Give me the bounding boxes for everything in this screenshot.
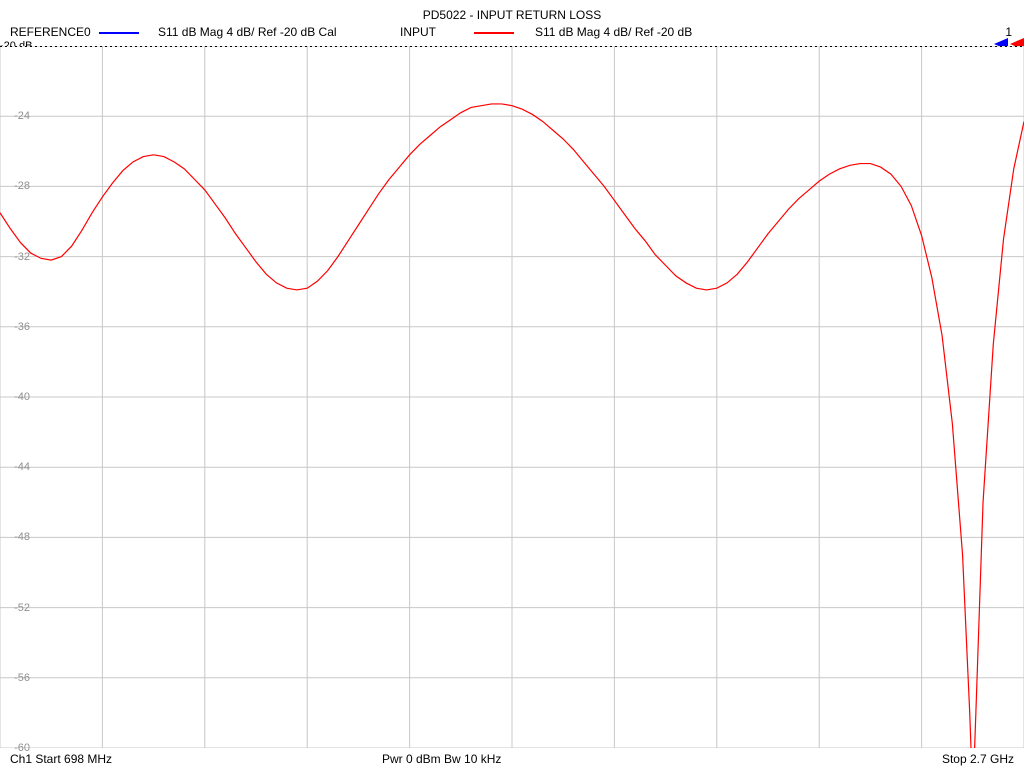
y-axis-tick: -52 [2, 602, 30, 614]
footer-start-freq: Ch1 Start 698 MHz [10, 752, 112, 766]
chart-title: PD5022 - INPUT RETURN LOSS [0, 8, 1024, 22]
y-axis-tick: -32 [2, 251, 30, 263]
y-axis-tick: -44 [2, 461, 30, 473]
marker-number: 1 [1005, 25, 1012, 39]
legend-trace1-name: REFERENCE0 [10, 25, 91, 39]
legend-trace2-line [474, 32, 514, 34]
legend-trace2-name: INPUT [400, 25, 436, 39]
legend-trace2-desc: S11 dB Mag 4 dB/ Ref -20 dB [535, 25, 692, 39]
y-axis-tick: -36 [2, 321, 30, 333]
y-axis-tick: -56 [2, 672, 30, 684]
footer-stop-freq: Stop 2.7 GHz [942, 752, 1014, 766]
y-axis-tick: -28 [2, 180, 30, 192]
y-axis-tick: -40 [2, 391, 30, 403]
legend-trace1-line [99, 32, 139, 34]
footer-power-bw: Pwr 0 dBm Bw 10 kHz [382, 752, 501, 766]
y-axis-tick: -48 [2, 531, 30, 543]
y-axis-tick: -24 [2, 110, 30, 122]
chart-plot-area [0, 46, 1024, 748]
legend-trace1-desc: S11 dB Mag 4 dB/ Ref -20 dB Cal [158, 25, 337, 39]
